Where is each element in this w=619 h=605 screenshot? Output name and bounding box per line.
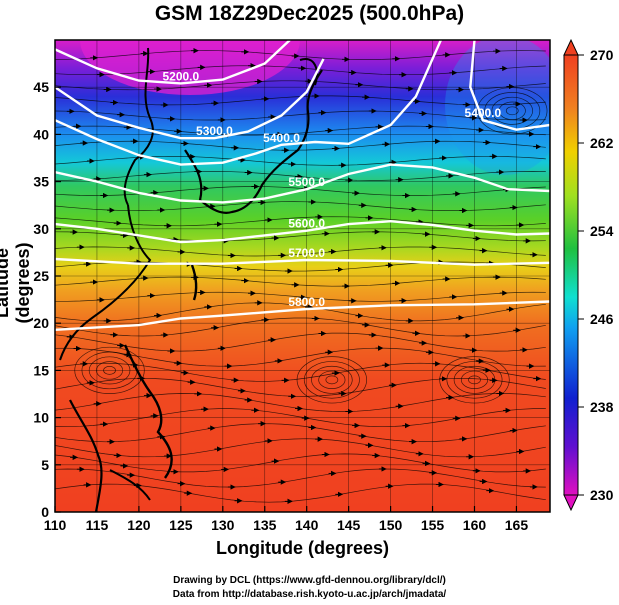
vortex-streamline bbox=[498, 101, 526, 120]
contour-label: 5400.0 bbox=[465, 106, 502, 120]
y-axis-label: Latitude (degrees) bbox=[0, 242, 33, 324]
streamline bbox=[55, 231, 546, 242]
streamline bbox=[55, 377, 546, 397]
x-tick-label: 140 bbox=[295, 517, 319, 533]
streamline bbox=[55, 453, 546, 473]
x-tick-label: 135 bbox=[253, 517, 277, 533]
colorbar-top-arrow bbox=[563, 38, 579, 56]
x-tick-label: 130 bbox=[211, 517, 235, 533]
y-tick-label: 30 bbox=[33, 221, 49, 237]
y-axis-ticks: 0 5 10 15 20 25 30 35 40 45 bbox=[33, 79, 61, 520]
x-axis-ticks: 110 115 120 125 130 135 140 145 150 155 160 165 bbox=[44, 506, 529, 533]
y-tick-label: 35 bbox=[33, 174, 49, 190]
colorbar-tick-label: 246 bbox=[590, 311, 614, 327]
x-tick-label: 160 bbox=[463, 517, 487, 533]
x-tick-label: 120 bbox=[127, 517, 151, 533]
contour-line bbox=[55, 58, 325, 140]
contour-label: 5400.0 bbox=[263, 131, 300, 145]
y-tick-label: 15 bbox=[33, 362, 49, 378]
vortex-streamline bbox=[88, 356, 131, 385]
footer-credit-data: Data from http://database.rish.kyoto-u.a… bbox=[172, 589, 447, 600]
vortex-streamline bbox=[318, 370, 346, 389]
y-tick-label: 25 bbox=[33, 268, 49, 284]
colorbar-ticks: 230 238 246 254 262 270 bbox=[578, 47, 614, 503]
vortex-streamline bbox=[74, 346, 145, 394]
vortex-streamline bbox=[446, 361, 503, 399]
y-tick-label: 40 bbox=[33, 126, 49, 142]
contour-line bbox=[55, 257, 550, 266]
contour-label: 5600.0 bbox=[288, 217, 325, 231]
contour-label: 5500.0 bbox=[288, 175, 325, 189]
vortex-streamline bbox=[296, 356, 368, 404]
colorbar: 230 238 246 254 262 270 bbox=[563, 38, 614, 512]
streamline bbox=[55, 468, 546, 488]
x-tick-label: 145 bbox=[337, 517, 361, 533]
contour-label: 5800.0 bbox=[288, 295, 325, 309]
vortex-streamline bbox=[468, 375, 481, 385]
x-tick-label: 125 bbox=[169, 517, 193, 533]
x-axis-label: Longitude (degrees) bbox=[215, 538, 389, 558]
map-title: GSM 18Z29Dec2025 (500.0hPa) bbox=[154, 2, 465, 25]
contour-line bbox=[55, 40, 291, 85]
contour-line bbox=[55, 300, 550, 331]
contour-line bbox=[55, 219, 550, 244]
vortex-streamline bbox=[505, 106, 519, 116]
colorbar-tick-label: 262 bbox=[590, 135, 614, 151]
vortex-streamline bbox=[95, 361, 124, 380]
x-tick-label: 115 bbox=[86, 517, 109, 533]
contour-line bbox=[469, 40, 550, 131]
vortex-streamline bbox=[491, 96, 533, 125]
x-tick-label: 110 bbox=[44, 517, 67, 533]
contour-label: 5300.0 bbox=[196, 124, 233, 138]
height-contours: 5200.0 5300.0 5400.0 5500.0 5600.0 5700.0 5800… bbox=[55, 40, 550, 331]
streamline bbox=[55, 408, 546, 428]
streamline bbox=[55, 302, 546, 322]
vortex-streamline bbox=[439, 356, 510, 404]
y-tick-label: 5 bbox=[41, 457, 49, 473]
streamline bbox=[55, 80, 546, 91]
vortex-streamline bbox=[325, 375, 339, 385]
colorbar-tick-label: 238 bbox=[590, 399, 614, 415]
vortex-streamline bbox=[477, 87, 548, 135]
streamline bbox=[55, 332, 546, 352]
x-tick-label: 165 bbox=[505, 517, 529, 533]
y-tick-label: 10 bbox=[33, 410, 49, 426]
contour-label: 5200.0 bbox=[162, 69, 199, 83]
colorbar-tick-label: 270 bbox=[590, 47, 614, 63]
coastline bbox=[59, 47, 323, 512]
vortex-streamline bbox=[460, 370, 489, 389]
streamline bbox=[55, 438, 546, 458]
colorbar-gradient bbox=[563, 54, 579, 496]
colorbar-bottom-arrow bbox=[563, 494, 579, 512]
contour-line bbox=[55, 163, 550, 204]
streamline bbox=[55, 50, 546, 60]
contour-label: 5700.0 bbox=[288, 246, 325, 260]
colorbar-tick-label: 254 bbox=[590, 223, 614, 239]
vortex-streamline bbox=[453, 365, 496, 394]
vortex-streamline bbox=[303, 361, 360, 399]
y-tick-label: 0 bbox=[41, 504, 49, 520]
y-tick-label: 20 bbox=[33, 315, 49, 331]
y-tick-label: 45 bbox=[33, 79, 49, 95]
vortex-streamline bbox=[103, 366, 116, 375]
x-tick-label: 155 bbox=[421, 517, 445, 533]
streamline bbox=[55, 186, 546, 196]
vortex-streamline bbox=[311, 365, 353, 394]
footer-credit-drawing: Drawing by DCL (https://www.gfd-dennou.o… bbox=[173, 575, 446, 586]
x-tick-label: 150 bbox=[379, 517, 403, 533]
colorbar-tick-label: 230 bbox=[590, 487, 614, 503]
streamline bbox=[55, 110, 546, 121]
contour-line bbox=[55, 40, 442, 166]
streamline bbox=[55, 246, 546, 257]
streamline bbox=[55, 216, 546, 227]
